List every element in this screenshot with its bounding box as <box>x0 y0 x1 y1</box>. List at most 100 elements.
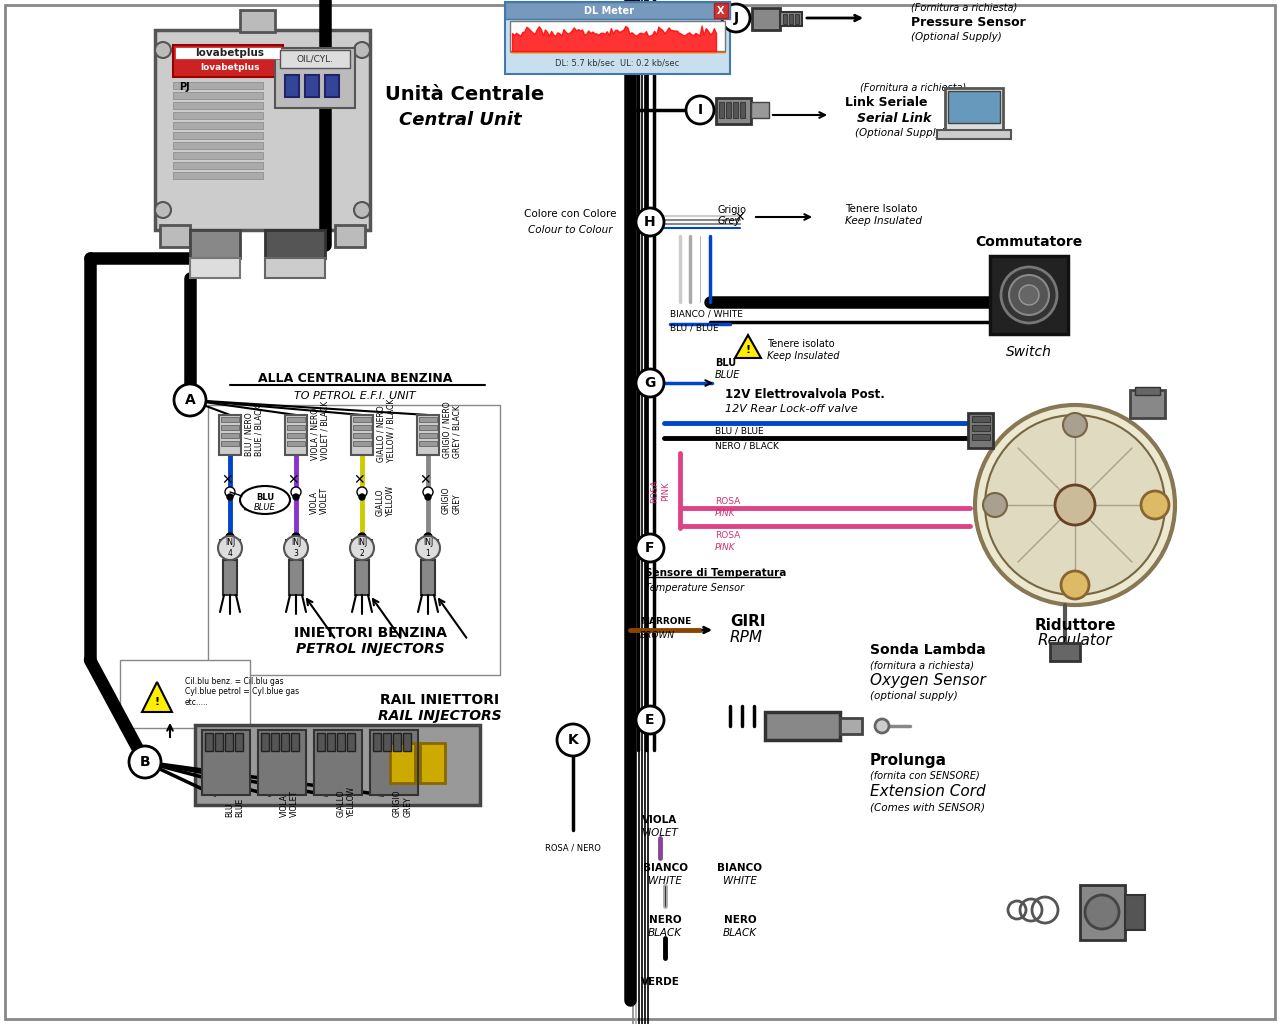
Text: VIOLA / NERO
VIOLET / BLACK: VIOLA / NERO VIOLET / BLACK <box>310 400 329 460</box>
Text: 12V Rear Lock-off valve: 12V Rear Lock-off valve <box>724 404 858 414</box>
Text: (fornitura a richiesta): (fornitura a richiesta) <box>870 660 974 670</box>
Circle shape <box>349 536 374 560</box>
Bar <box>989 256 1068 334</box>
Text: INJ
2: INJ 2 <box>357 539 367 558</box>
Bar <box>419 540 438 555</box>
Bar <box>740 102 745 118</box>
Bar <box>223 560 237 595</box>
Circle shape <box>425 494 431 500</box>
Bar <box>948 91 1000 123</box>
Bar <box>175 47 282 59</box>
Text: BIANCO: BIANCO <box>643 863 687 873</box>
Text: 12V Elettrovalvola Post.: 12V Elettrovalvola Post. <box>724 388 884 401</box>
Text: Tenere Isolato: Tenere Isolato <box>845 204 918 214</box>
Bar <box>189 258 241 278</box>
Text: lovabetplus: lovabetplus <box>196 48 265 58</box>
Bar <box>788 14 794 24</box>
Circle shape <box>1009 275 1050 315</box>
Circle shape <box>357 487 367 497</box>
Text: VIOLET: VIOLET <box>641 828 678 838</box>
Bar <box>1125 895 1146 930</box>
Bar <box>506 2 730 19</box>
Text: Extension Cord: Extension Cord <box>870 784 986 800</box>
Bar <box>390 743 415 783</box>
Bar <box>403 733 411 751</box>
Text: INJ
1: INJ 1 <box>422 539 433 558</box>
Bar <box>1130 390 1165 418</box>
Text: G: G <box>644 376 655 390</box>
Bar <box>945 88 1004 130</box>
Text: BLU / NERO
BLUE / BLACK: BLU / NERO BLUE / BLACK <box>244 404 264 456</box>
Bar <box>719 102 724 118</box>
Text: RAIL INJECTORS: RAIL INJECTORS <box>378 709 502 723</box>
Bar <box>326 733 335 751</box>
Text: BLUE: BLUE <box>255 504 276 512</box>
Bar <box>419 417 436 422</box>
Circle shape <box>218 536 242 560</box>
Text: PETROL INJECTORS: PETROL INJECTORS <box>296 642 444 656</box>
Circle shape <box>227 534 234 541</box>
Bar <box>317 733 325 751</box>
Circle shape <box>557 724 589 756</box>
Bar <box>189 230 241 258</box>
Bar <box>205 733 212 751</box>
Text: BLACK: BLACK <box>648 928 682 938</box>
Text: (Optional Supply): (Optional Supply) <box>855 128 946 138</box>
Bar <box>280 50 349 68</box>
Text: (optional supply): (optional supply) <box>870 691 957 701</box>
Bar <box>355 560 369 595</box>
Circle shape <box>1062 413 1087 437</box>
Text: GRIGIO
GREY: GRIGIO GREY <box>393 790 412 817</box>
Circle shape <box>986 415 1165 595</box>
Circle shape <box>174 384 206 416</box>
Bar <box>420 743 445 783</box>
Text: Serial Link: Serial Link <box>858 112 932 125</box>
Text: BIANCO: BIANCO <box>718 863 763 873</box>
Circle shape <box>416 536 440 560</box>
Text: ✕: ✕ <box>419 473 431 487</box>
Bar <box>173 92 262 99</box>
Text: NERO: NERO <box>723 915 756 925</box>
Text: X: X <box>717 6 724 16</box>
Text: NERO: NERO <box>649 915 681 925</box>
Text: Pressure Sensor: Pressure Sensor <box>911 16 1025 30</box>
Bar <box>352 540 372 555</box>
Text: ✕: ✕ <box>287 473 298 487</box>
Bar <box>202 730 250 795</box>
Text: BLU / BLUE: BLU / BLUE <box>716 427 764 435</box>
Polygon shape <box>142 682 172 712</box>
Circle shape <box>225 487 236 497</box>
Bar <box>1050 643 1080 662</box>
Text: BLU
BLUE: BLU BLUE <box>225 798 244 817</box>
Bar <box>173 102 262 109</box>
Bar <box>261 733 269 751</box>
Text: I: I <box>698 103 703 117</box>
Bar <box>780 12 803 26</box>
Text: INJ
3: INJ 3 <box>291 539 301 558</box>
Bar <box>207 406 500 675</box>
Bar <box>419 441 436 446</box>
Bar <box>972 434 989 440</box>
Circle shape <box>1019 285 1039 305</box>
Circle shape <box>1001 267 1057 323</box>
Bar <box>370 730 419 795</box>
Text: Grigio: Grigio <box>718 205 748 215</box>
Circle shape <box>636 534 664 562</box>
Text: PINK: PINK <box>716 543 736 552</box>
Circle shape <box>291 487 301 497</box>
Circle shape <box>227 494 233 500</box>
Bar <box>716 98 751 124</box>
Circle shape <box>284 536 308 560</box>
Bar <box>765 712 840 740</box>
Text: Keep Insulated: Keep Insulated <box>767 351 840 361</box>
Bar <box>335 225 365 247</box>
Text: Oxygen Sensor: Oxygen Sensor <box>870 673 986 687</box>
Text: Keep Insulated: Keep Insulated <box>845 216 922 226</box>
Bar <box>506 2 730 74</box>
Bar <box>419 433 436 438</box>
Circle shape <box>975 406 1175 605</box>
Text: (Fornitura a richiesta): (Fornitura a richiesta) <box>860 83 966 93</box>
Bar <box>173 132 262 139</box>
Bar <box>225 733 233 751</box>
Text: H: H <box>644 215 655 229</box>
